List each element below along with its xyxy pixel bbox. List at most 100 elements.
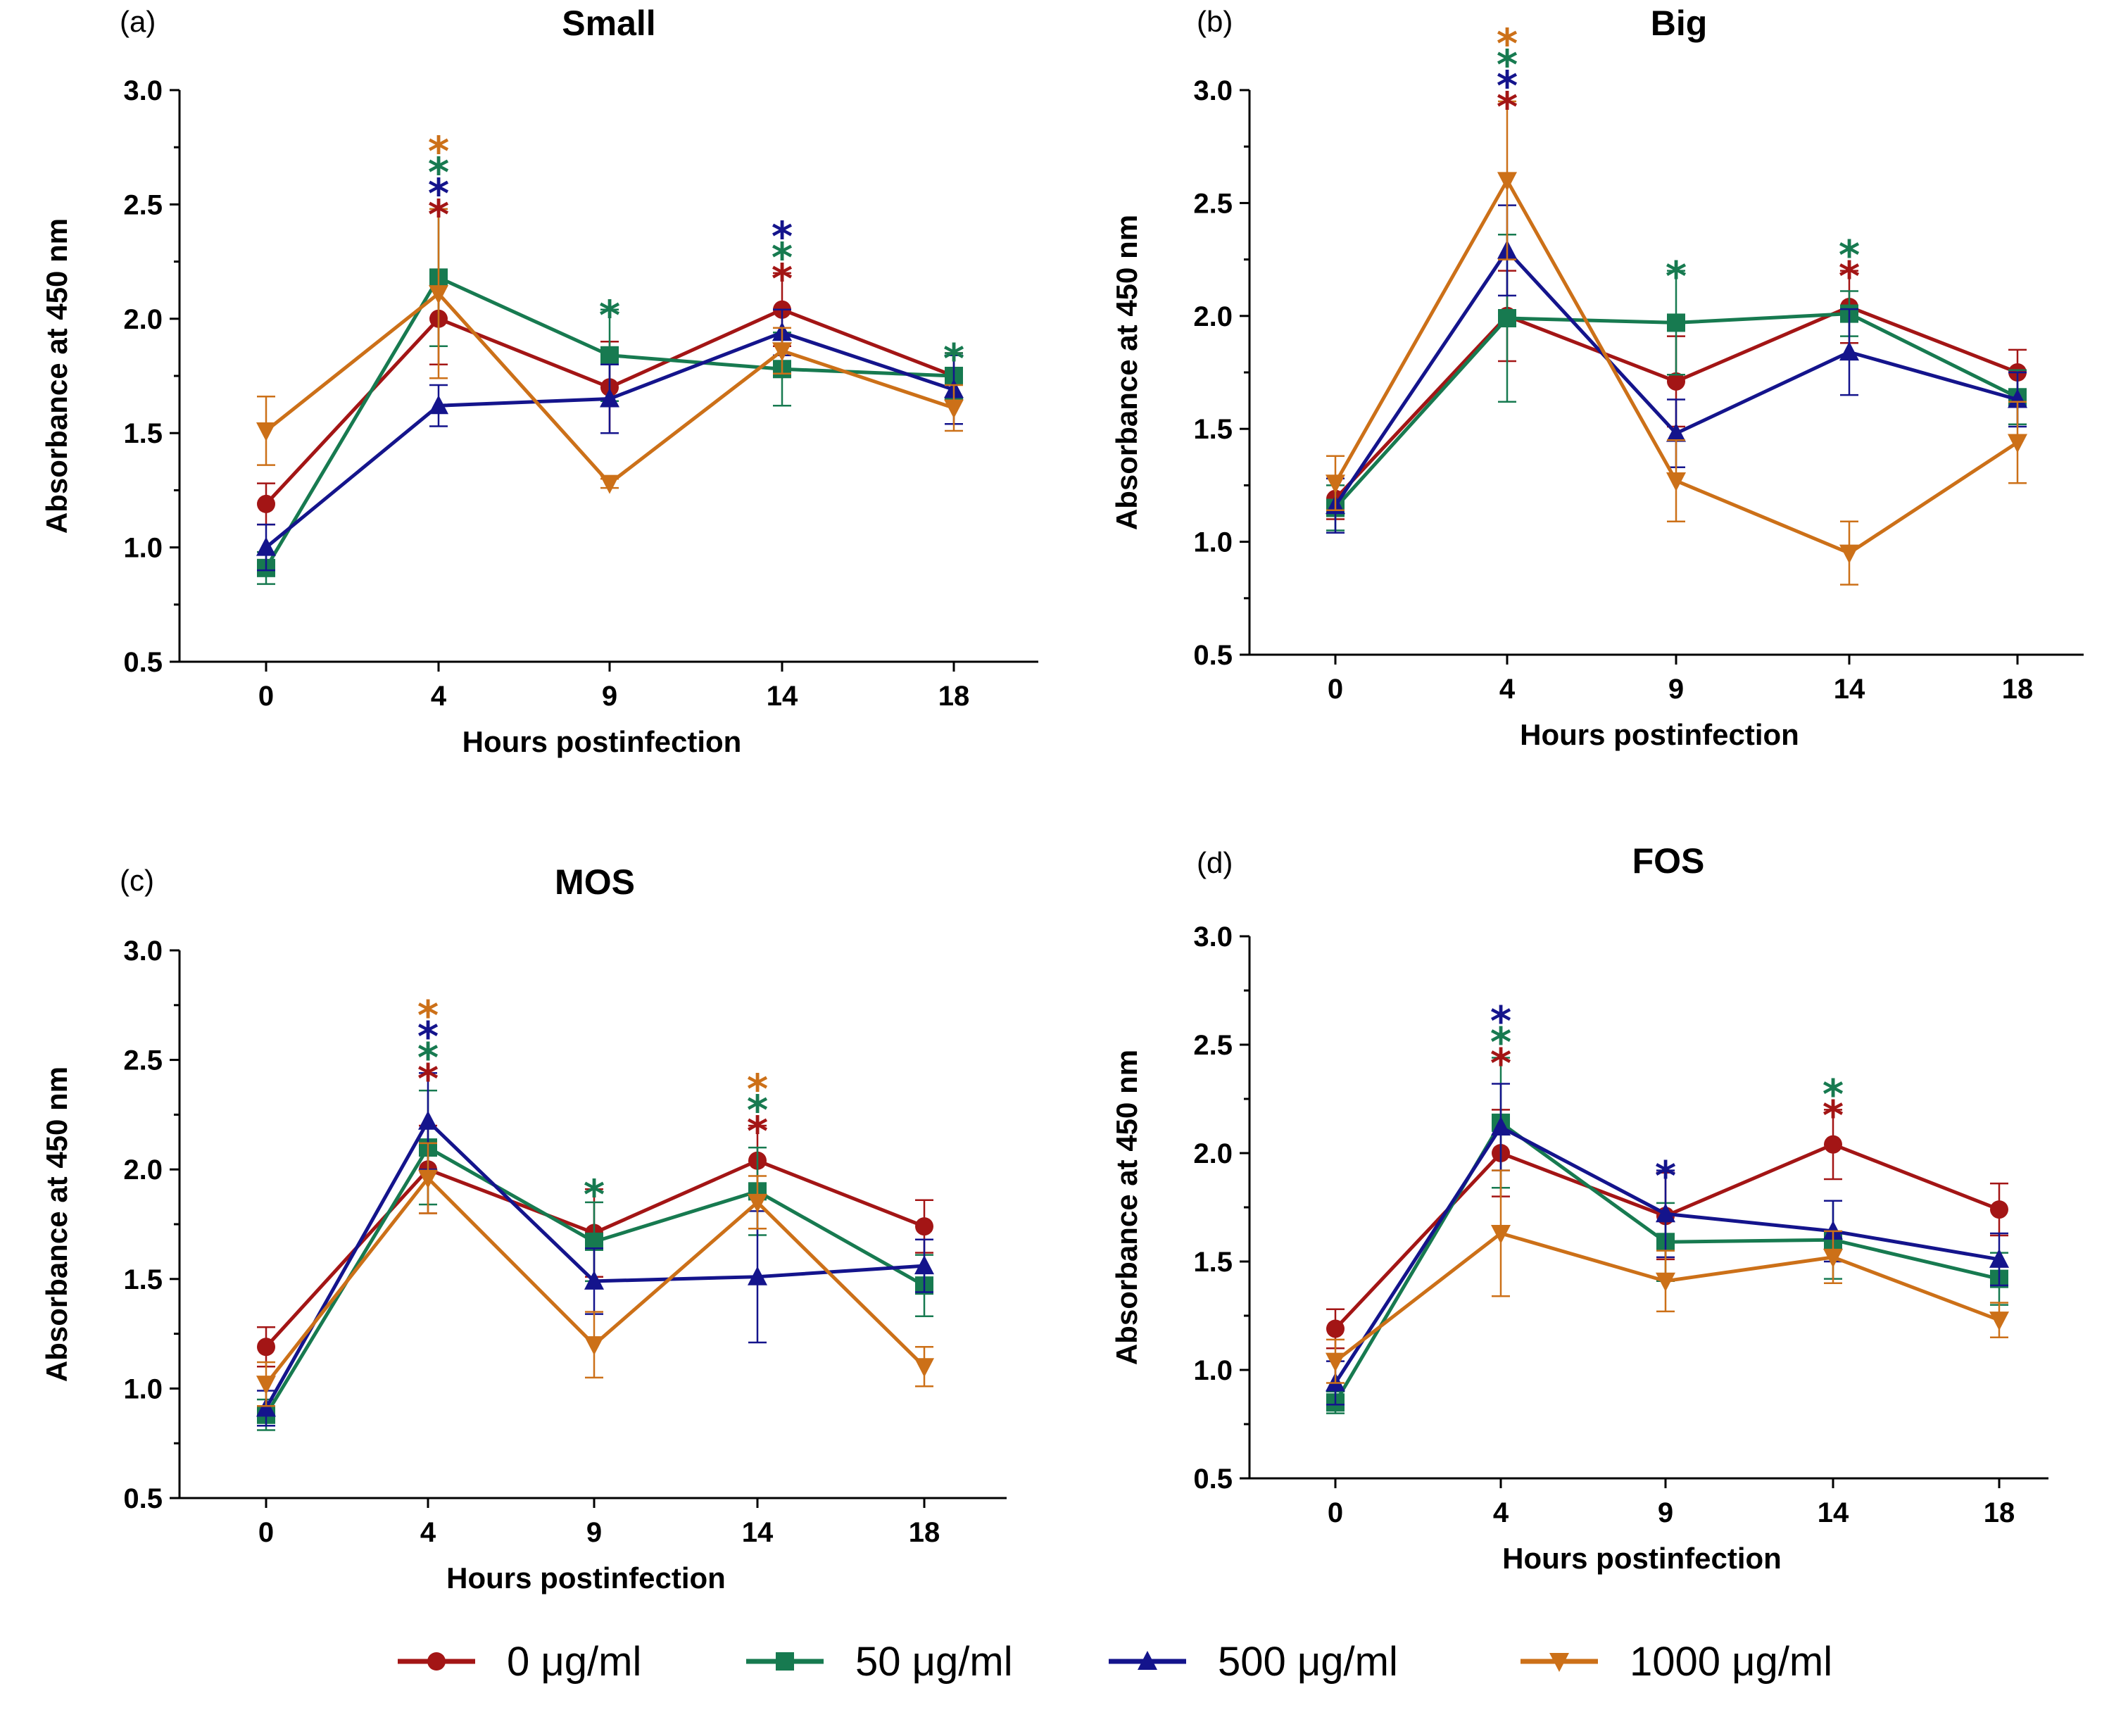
- legend-marker: [776, 1652, 794, 1671]
- data-point: [600, 388, 619, 408]
- data-point: [256, 1376, 276, 1395]
- data-point: [1666, 472, 1686, 491]
- y-tick-label: 1.0: [1193, 1355, 1233, 1386]
- panel-label: (b): [1197, 5, 1233, 38]
- data-point: [1990, 1200, 2008, 1219]
- significance-star: *: [1839, 253, 1860, 301]
- data-point: [748, 1193, 767, 1213]
- data-point: [600, 346, 619, 365]
- significance-star: *: [1655, 1152, 1676, 1200]
- panel-fos: (d) FOS 0.5 1.0 1.5 2.0 2.5 3.0 0 4 9 14 18 Hours pos…: [1110, 841, 2048, 1575]
- legend-item-50-g-ml: 50 μg/ml: [746, 1639, 1013, 1685]
- x-axis-title: Hours postinfection: [1520, 718, 1799, 751]
- x-tick-label: 4: [1493, 1497, 1509, 1528]
- y-tick-label: 3.0: [1193, 75, 1233, 106]
- data-point: [256, 536, 276, 556]
- x-tick-label: 14: [1834, 674, 1865, 705]
- legend-label: 50 μg/ml: [855, 1639, 1013, 1685]
- significance-star: *: [1839, 232, 1860, 279]
- data-point: [418, 1169, 438, 1189]
- significance-star: *: [1666, 253, 1687, 301]
- series-line: [264, 1119, 925, 1409]
- significance-star: *: [1490, 1039, 1511, 1087]
- y-tick-label: 2.5: [123, 189, 163, 220]
- y-tick-label: 1.0: [123, 1373, 163, 1404]
- data-point: [1823, 1220, 1843, 1240]
- panel-title: MOS: [555, 862, 635, 902]
- y-tick-label: 3.0: [123, 75, 163, 106]
- significance-star: *: [772, 213, 793, 260]
- data-point: [944, 399, 964, 419]
- series-50-g-ml: [1326, 1057, 2008, 1414]
- significance-star: *: [747, 1065, 768, 1113]
- data-point: [1989, 1248, 2009, 1268]
- panel-small: (a) Small 0.5 1.0 1.5 2.0 2.5 3.0 0 4 9 14 18 Hours p…: [40, 4, 1038, 758]
- y-tick-label: 2.5: [123, 1045, 163, 1076]
- data-point: [256, 1397, 276, 1417]
- y-tick-label: 1.5: [123, 1264, 163, 1295]
- y-tick-label: 1.0: [123, 533, 163, 564]
- x-tick-label: 0: [258, 1517, 274, 1548]
- data-point: [1656, 1203, 1675, 1223]
- y-tick-label: 0.5: [123, 647, 163, 678]
- x-tick-label: 9: [586, 1517, 602, 1548]
- legend-label: 0 μg/ml: [507, 1639, 641, 1685]
- x-axis-title: Hours postinfection: [446, 1561, 726, 1595]
- x-tick-label: 14: [1818, 1497, 1849, 1528]
- significance-star: *: [772, 234, 793, 282]
- x-tick-label: 18: [909, 1517, 940, 1548]
- significance-star: *: [1497, 62, 1518, 110]
- panel-title: FOS: [1632, 841, 1705, 881]
- x-tick-label: 14: [767, 681, 798, 712]
- legend-marker: [1138, 1651, 1157, 1670]
- data-point: [1839, 341, 1859, 361]
- data-point: [1491, 1224, 1511, 1244]
- panel-big: (b) Big 0.5 1.0 1.5 2.0 2.5 3.0 0 4 9 14 18 Hours pos…: [1110, 4, 2084, 751]
- series-line: [1334, 1231, 2000, 1363]
- data-point: [584, 1270, 604, 1290]
- x-tick-label: 9: [1658, 1497, 1673, 1528]
- y-tick-label: 3.0: [1193, 922, 1233, 952]
- panel-label: (c): [120, 864, 154, 897]
- significance-star: *: [1497, 20, 1518, 68]
- significance-star: *: [417, 1012, 439, 1060]
- significance-star: *: [772, 255, 793, 303]
- significance-star: *: [1822, 1091, 1844, 1139]
- panel-label: (d): [1197, 846, 1233, 879]
- x-tick-label: 18: [2002, 674, 2034, 705]
- x-tick-label: 18: [938, 681, 970, 712]
- panel-mos: (c) MOS 0.5 1.0 1.5 2.0 2.5 3.0 0 4 9 14 18 Hours pos…: [40, 862, 1007, 1595]
- data-point: [1989, 1312, 2009, 1331]
- data-point: [1667, 313, 1685, 332]
- series-0-g-ml: [1326, 1109, 2008, 1350]
- significance-star: *: [1490, 1018, 1511, 1066]
- y-tick-label: 3.0: [123, 936, 163, 967]
- y-tick-label: 1.5: [1193, 414, 1233, 445]
- significance-star: *: [943, 335, 964, 383]
- y-axis-title: Absorbance at 450 nm: [1110, 215, 1143, 530]
- series-1000-g-ml: [256, 1142, 934, 1407]
- significance-star: *: [747, 1086, 768, 1134]
- y-tick-label: 2.5: [1193, 188, 1233, 219]
- data-point: [1824, 1135, 1842, 1154]
- significance-star: *: [1497, 83, 1518, 131]
- data-point: [1839, 544, 1859, 564]
- series-1000-g-ml: [256, 208, 964, 494]
- legend: 0 μg/ml 50 μg/ml 500 μg/ml 1000 μg/ml: [398, 1639, 1832, 1685]
- y-tick-label: 0.5: [123, 1483, 163, 1514]
- data-point: [1497, 172, 1517, 191]
- y-tick-label: 2.0: [1193, 301, 1233, 332]
- x-tick-label: 9: [1668, 674, 1684, 705]
- data-point: [1326, 474, 1345, 494]
- panels: (a) Small 0.5 1.0 1.5 2.0 2.5 3.0 0 4 9 14 18 Hours p…: [40, 4, 2084, 1595]
- data-point: [256, 422, 276, 441]
- data-point: [429, 395, 448, 415]
- data-point: [1326, 1319, 1345, 1338]
- y-tick-label: 1.5: [1193, 1247, 1233, 1278]
- legend-label: 500 μg/ml: [1218, 1639, 1398, 1685]
- significance-star: *: [1490, 997, 1511, 1045]
- panel-label: (a): [120, 5, 156, 38]
- significance-star: *: [1822, 1070, 1844, 1118]
- legend-marker: [427, 1652, 446, 1671]
